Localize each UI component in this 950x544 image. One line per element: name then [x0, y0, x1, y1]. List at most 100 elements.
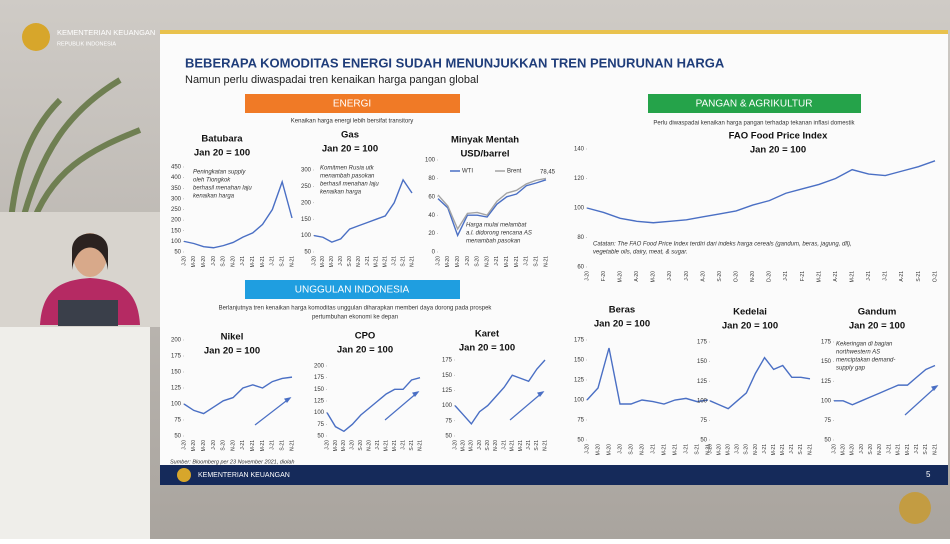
y-tick-label: 50: [824, 438, 831, 444]
chart-subtitle: Jan 20 = 100: [750, 145, 806, 156]
x-tick-label: N-21: [289, 440, 295, 451]
x-tick-label: J-21: [240, 256, 246, 266]
section-pangan: [648, 94, 861, 113]
x-tick-label: N-21: [543, 256, 549, 267]
chart-subtitle: Jan 20 = 100: [459, 343, 515, 354]
x-tick-label: S-21: [694, 444, 700, 455]
y-tick-label: 75: [174, 418, 181, 424]
y-tick-label: 50: [304, 250, 311, 256]
chart-title: Nikel: [221, 332, 244, 343]
section-note: Perlu diwaspadai kenaikan harga pangan t…: [653, 121, 855, 127]
y-tick-label: 300: [171, 196, 182, 202]
section-note: Kenaikan harga energi lebih bersifat tra…: [291, 119, 413, 125]
x-tick-label: S-21: [798, 444, 804, 455]
y-tick-label: 200: [301, 200, 312, 206]
x-tick-label: N-20: [367, 440, 373, 451]
x-tick-label: J-20: [181, 256, 187, 266]
section-energi: [245, 94, 460, 113]
x-tick-label: J-20: [667, 271, 673, 281]
series-line: [183, 179, 293, 249]
y-tick-label: 80: [577, 235, 584, 241]
x-tick-label: M-20: [445, 256, 451, 268]
y-tick-label: 150: [574, 358, 585, 364]
x-tick-label: S-21: [534, 440, 540, 451]
x-tick-label: A-20: [634, 271, 640, 282]
x-tick-label: M-20: [201, 440, 207, 452]
x-tick-label: N-21: [542, 440, 548, 451]
x-tick-label: M-21: [260, 256, 266, 268]
x-tick-label: J-20: [435, 256, 441, 266]
x-tick-label: J-21: [501, 440, 507, 450]
y-tick-label: 150: [314, 387, 325, 393]
y-tick-label: 150: [301, 217, 312, 223]
y-tick-label: 100: [697, 398, 708, 404]
x-tick-label: J-21: [270, 440, 276, 450]
x-tick-label: J-20: [735, 444, 741, 454]
x-tick-label: J-21: [524, 256, 530, 266]
x-tick-label: J-20: [452, 440, 458, 450]
y-tick-label: 75: [317, 422, 324, 428]
y-tick-label: 125: [821, 379, 832, 385]
y-tick-label: 175: [314, 375, 325, 381]
podium: [0, 325, 150, 539]
x-tick-label: J-21: [240, 440, 246, 450]
slide-accent: [160, 30, 948, 34]
x-tick-label: M-20: [841, 444, 847, 456]
chart-title: FAO Food Price Index: [729, 131, 828, 142]
logo: [22, 23, 50, 51]
x-tick-label: J-21: [883, 271, 889, 281]
laptop: [58, 300, 118, 326]
chart-subtitle: Jan 20 = 100: [722, 321, 778, 332]
x-tick-label: J-20: [211, 440, 217, 450]
annotation: Komitmen Rusia utk: [320, 166, 375, 172]
annotation: menciptakan demand-: [836, 358, 895, 364]
x-tick-label: M-21: [392, 440, 398, 452]
series-line: [437, 177, 547, 231]
y-tick-label: 150: [171, 370, 182, 376]
series-line: [586, 347, 709, 405]
chart-title: Batubara: [201, 134, 243, 145]
slide-title: BEBERAPA KOMODITAS ENERGI SUDAH MENUNJUK…: [185, 55, 725, 70]
y-tick-label: 75: [577, 418, 584, 424]
x-tick-label: F-20: [601, 271, 607, 282]
section-unggulan: [245, 280, 460, 299]
y-tick-label: 40: [428, 213, 435, 219]
y-tick-label: 75: [700, 418, 707, 424]
y-tick-label: 350: [171, 186, 182, 192]
x-tick-label: J-20: [311, 256, 317, 266]
x-tick-label: A-21: [899, 271, 905, 282]
x-tick-label: N-20: [356, 256, 362, 267]
y-tick-label: 50: [700, 438, 707, 444]
x-tick-label: M-21: [780, 444, 786, 456]
x-tick-label: N-20: [877, 444, 883, 455]
chart-title: CPO: [355, 331, 376, 342]
annotation: berhasil menahan laju: [193, 186, 252, 192]
x-tick-label: N-21: [807, 444, 813, 455]
chart-title: Minyak Mentah: [451, 135, 519, 146]
y-tick-label: 150: [171, 228, 182, 234]
x-tick-label: M-20: [850, 444, 856, 456]
y-tick-label: 300: [301, 168, 312, 174]
x-tick-label: M-20: [320, 256, 326, 268]
x-tick-label: J-21: [365, 256, 371, 266]
value-label: 78,45: [540, 169, 556, 175]
x-tick-label: M-20: [191, 256, 197, 268]
y-tick-label: 125: [442, 388, 453, 394]
x-tick-label: M-20: [201, 256, 207, 268]
series-line: [586, 160, 936, 224]
x-tick-label: O-20: [733, 271, 739, 282]
y-tick-label: 80: [428, 176, 435, 182]
series-line: [326, 376, 421, 433]
x-tick-label: N-21: [705, 444, 711, 455]
x-tick-label: J-21: [783, 271, 789, 281]
x-tick-label: M-21: [510, 440, 516, 452]
x-tick-label: M-20: [333, 440, 339, 452]
legend-label: WTI: [462, 169, 473, 175]
y-tick-label: 100: [314, 410, 325, 416]
x-tick-label: M-21: [672, 444, 678, 456]
x-tick-label: J-21: [375, 440, 381, 450]
x-tick-label: J-20: [324, 440, 330, 450]
annotation: Kekeringan di bagian: [836, 342, 893, 348]
x-tick-label: M-20: [595, 444, 601, 456]
x-tick-label: M-21: [896, 444, 902, 456]
